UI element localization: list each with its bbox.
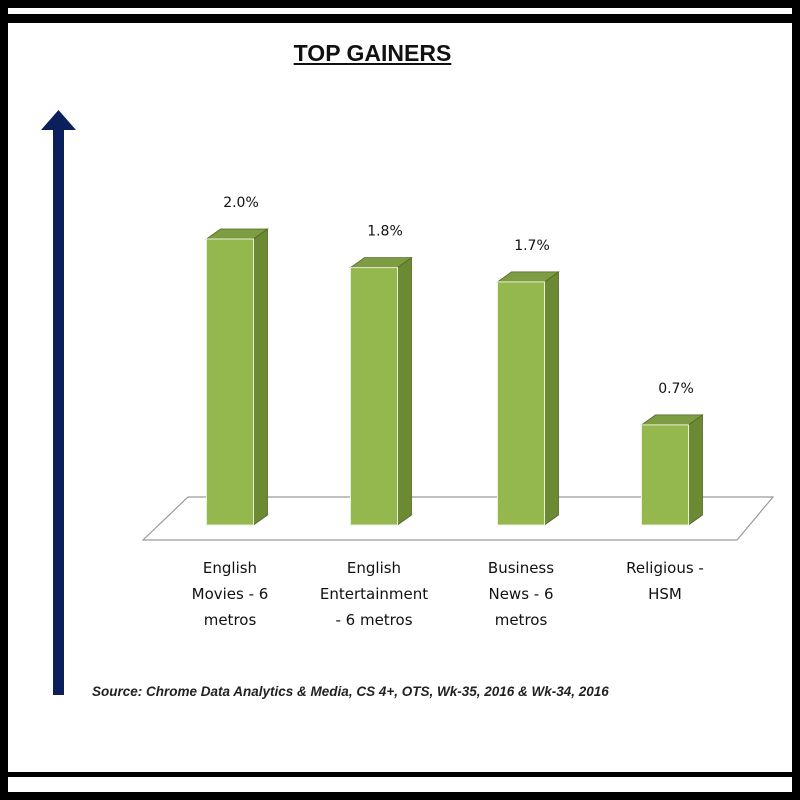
frame-bottom-border (0, 772, 800, 777)
bar-front (206, 238, 254, 526)
bar (640, 414, 704, 526)
source-note: Source: Chrome Data Analytics & Media, C… (92, 684, 609, 699)
category-label: Movies - 6 (192, 585, 269, 603)
category-label: English (203, 559, 257, 577)
bar-side (688, 414, 703, 526)
bar (205, 228, 269, 526)
data-label: 1.8% (367, 224, 403, 240)
frame-top-border (0, 14, 800, 23)
bar-front (641, 424, 689, 526)
bar (496, 271, 560, 526)
category-label: metros (495, 611, 548, 629)
data-label: 1.7% (514, 238, 550, 254)
category-label: - 6 metros (335, 611, 412, 629)
bar-side (253, 228, 268, 526)
chart-floor (141, 496, 775, 541)
up-arrow-icon (41, 110, 76, 695)
bar-side (544, 271, 559, 526)
data-label: 2.0% (223, 195, 259, 211)
bar-front (497, 281, 545, 526)
bar-front (350, 267, 398, 526)
bar-side (397, 256, 412, 526)
category-label: metros (204, 611, 257, 629)
category-label: Religious - (626, 559, 704, 577)
bar (349, 256, 413, 526)
data-label: 0.7% (658, 381, 694, 397)
category-label: HSM (648, 585, 682, 603)
category-label: English (347, 559, 401, 577)
category-label: Business (488, 559, 554, 577)
category-label: Entertainment (320, 585, 428, 603)
chart-title: TOP GAINERS (293, 40, 452, 66)
category-label: News - 6 (488, 585, 553, 603)
